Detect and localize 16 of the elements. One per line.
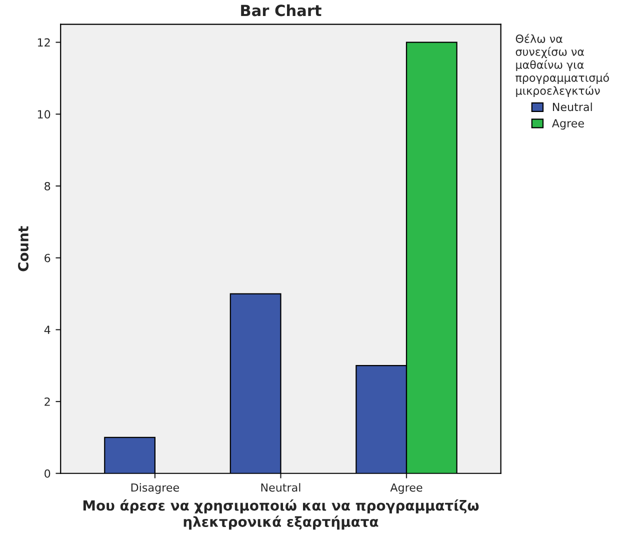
- chart-title: Bar Chart: [241, 4, 322, 16]
- x-tick-label: Disagree: [131, 483, 179, 494]
- y-tick-label: 8: [44, 182, 50, 190]
- y-tick-label: 2: [44, 398, 50, 406]
- x-tick-label: Neutral: [261, 483, 300, 492]
- x-axis-title: Μου άρεσε να χρησιμοποιώ και να προγραμματίζω ηλεκτρονικά εξαρτήματα: [83, 499, 479, 530]
- legend-label: Agree: [552, 119, 584, 130]
- y-tick-label: 0: [44, 469, 50, 478]
- y-tick-label: 6: [44, 254, 50, 262]
- legend-title: Θέλω να συνεχίσω να μαθαίνω για προγραμματισμό μικροελεγκτών: [516, 34, 609, 98]
- y-tick-label: 4: [44, 326, 50, 334]
- y-tick-label: 12: [38, 38, 50, 47]
- x-tick-label: Agree: [390, 483, 422, 494]
- y-axis-title: Count: [18, 226, 28, 272]
- y-tick-label: 10: [38, 110, 50, 119]
- legend-label: Neutral: [552, 102, 592, 112]
